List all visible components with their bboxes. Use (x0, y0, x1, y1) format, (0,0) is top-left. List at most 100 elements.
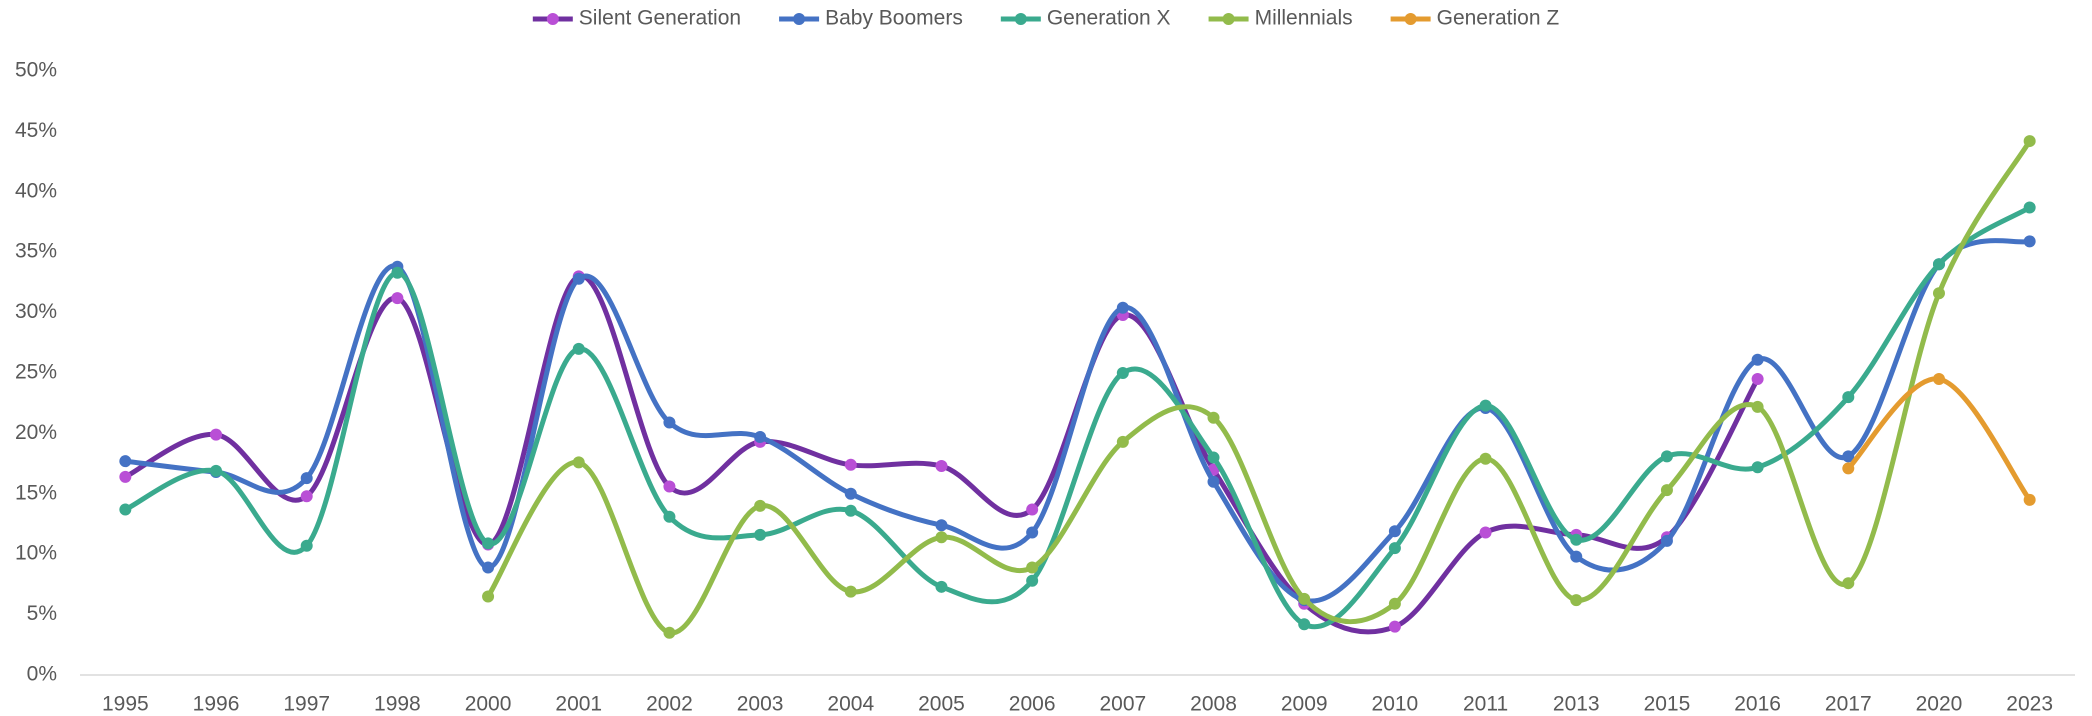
data-point (119, 455, 132, 468)
data-point (1207, 411, 1220, 424)
data-point (1388, 597, 1401, 610)
data-point (844, 504, 857, 517)
data-point (210, 428, 223, 441)
legend-label: Generation X (1047, 7, 1171, 30)
data-point (572, 456, 585, 469)
data-point (1298, 618, 1311, 631)
data-point (482, 537, 495, 550)
data-point (391, 292, 404, 305)
x-tick-label: 2007 (1099, 693, 1146, 716)
y-tick-label: 5% (27, 602, 57, 625)
data-point (754, 431, 767, 444)
y-tick-label: 25% (15, 361, 57, 384)
data-point (300, 490, 313, 503)
x-tick-label: 2016 (1734, 693, 1781, 716)
data-point (119, 503, 132, 516)
data-point (1570, 550, 1583, 563)
data-point (391, 266, 404, 279)
x-tick-label: 2010 (1372, 693, 1419, 716)
x-tick-label: 2017 (1825, 693, 1872, 716)
legend-label: Millennials (1255, 7, 1353, 30)
data-point (663, 416, 676, 429)
data-point (1026, 574, 1039, 587)
data-point (1026, 503, 1039, 516)
data-point (119, 470, 132, 483)
data-point (1660, 450, 1673, 463)
data-point (1932, 258, 1945, 271)
data-point (844, 487, 857, 500)
x-tick-label: 2013 (1553, 693, 1600, 716)
legend-label: Generation Z (1437, 7, 1560, 30)
legend-marker (546, 13, 559, 25)
x-tick-label: 2000 (465, 693, 512, 716)
data-point (1116, 367, 1129, 379)
x-tick-label: 1998 (374, 693, 421, 716)
data-point (572, 342, 585, 355)
x-tick-label: 2020 (1916, 693, 1963, 716)
data-point (1388, 542, 1401, 555)
data-point (210, 464, 223, 477)
y-tick-label: 0% (27, 663, 57, 686)
data-point (844, 585, 857, 598)
data-point (1207, 451, 1220, 464)
data-point (482, 590, 495, 603)
data-point (935, 531, 948, 544)
data-point (2023, 135, 2036, 148)
data-point (1479, 399, 1492, 412)
x-tick-label: 2003 (737, 693, 784, 716)
x-tick-label: 2005 (918, 693, 965, 716)
data-point (1026, 526, 1039, 539)
y-tick-label: 35% (15, 240, 57, 263)
series-line (1845, 376, 2033, 503)
data-point (1932, 287, 1945, 300)
legend-label: Baby Boomers (825, 7, 963, 30)
series-line (485, 138, 2033, 636)
data-point (844, 458, 857, 471)
data-point (2023, 201, 2036, 214)
y-tick-label: 30% (15, 300, 57, 323)
data-point (1570, 594, 1583, 607)
data-point (1388, 620, 1401, 633)
x-tick-label: 2001 (555, 693, 602, 716)
legend-marker (1404, 13, 1417, 25)
y-tick-label: 15% (15, 481, 57, 504)
x-tick-label: 2002 (646, 693, 693, 716)
legend-marker (1014, 13, 1027, 25)
data-point (2023, 235, 2036, 248)
data-point (1479, 526, 1492, 539)
data-point (1751, 400, 1764, 413)
data-point (1751, 373, 1764, 386)
series-line (122, 238, 2033, 604)
data-point (1298, 592, 1311, 605)
data-point (663, 626, 676, 639)
x-tick-label: 2015 (1644, 693, 1691, 716)
data-point (1842, 577, 1855, 590)
x-tick-label: 1997 (283, 693, 330, 716)
data-point (935, 460, 948, 473)
data-point (1388, 525, 1401, 538)
data-point (2023, 493, 2036, 506)
x-tick-label: 1996 (193, 693, 240, 716)
y-tick-label: 20% (15, 421, 57, 444)
data-point (1842, 391, 1855, 404)
data-point (482, 561, 495, 574)
data-point (1932, 373, 1945, 386)
data-point (1751, 353, 1764, 366)
data-point (1026, 561, 1039, 574)
data-point (935, 580, 948, 593)
data-point (572, 272, 585, 285)
y-tick-label: 10% (15, 542, 57, 565)
legend-marker (1222, 13, 1235, 25)
x-tick-label: 2004 (827, 693, 874, 716)
y-tick-label: 50% (15, 59, 57, 82)
data-point (1842, 462, 1855, 475)
data-point (300, 472, 313, 485)
y-tick-label: 40% (15, 179, 57, 202)
legend-label: Silent Generation (579, 7, 741, 30)
data-point (663, 510, 676, 523)
legend: Silent Generation Baby Boomers Generation … (532, 7, 1560, 30)
data-point (935, 519, 948, 532)
data-point (1570, 533, 1583, 546)
data-point (1116, 435, 1129, 448)
legend-marker (793, 13, 806, 25)
